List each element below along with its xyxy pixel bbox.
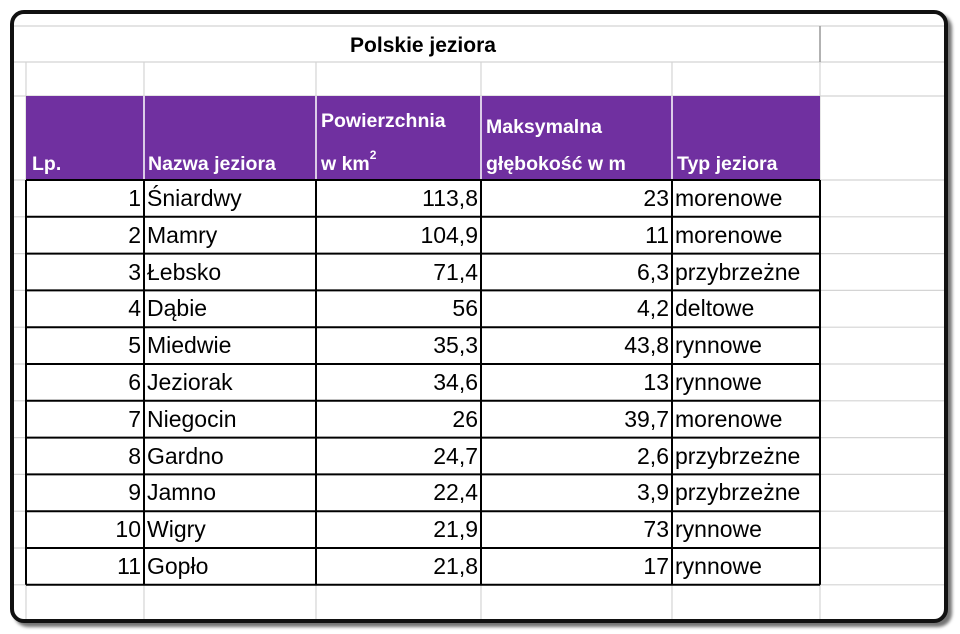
cell-name[interactable]: Jeziorak xyxy=(147,369,233,395)
cell-area[interactable]: 35,3 xyxy=(433,332,478,359)
cell-lp[interactable]: 9 xyxy=(128,479,141,506)
cell-area[interactable]: 34,6 xyxy=(433,369,478,395)
cell-lp[interactable]: 3 xyxy=(128,258,141,285)
cell-depth[interactable]: 11 xyxy=(645,221,669,248)
cell-area[interactable]: 104,9 xyxy=(420,221,478,248)
cell-lp[interactable]: 5 xyxy=(128,332,141,359)
cell-type[interactable]: rynnowe xyxy=(675,553,762,579)
cell-lp[interactable]: 11 xyxy=(117,553,141,579)
cell-type[interactable]: rynnowe xyxy=(675,332,762,359)
header-background xyxy=(26,96,820,180)
cell-name[interactable]: Gopło xyxy=(147,553,209,579)
cell-name[interactable]: Wigry xyxy=(147,516,206,543)
header-lp: Lp. xyxy=(32,153,62,175)
cell-name[interactable]: Niegocin xyxy=(147,405,237,432)
cell-depth[interactable]: 23 xyxy=(643,185,669,211)
cell-name[interactable]: Miedwie xyxy=(147,332,232,359)
cell-type[interactable]: morenowe xyxy=(675,221,783,248)
cell-area[interactable]: 26 xyxy=(452,405,478,432)
cell-lp[interactable]: 7 xyxy=(128,405,141,432)
cell-area[interactable]: 113,8 xyxy=(422,185,478,211)
cell-depth[interactable]: 39,7 xyxy=(624,405,669,432)
spreadsheet-grid xyxy=(14,25,944,619)
cell-type[interactable]: morenowe xyxy=(675,185,783,211)
header-depth-line2: głębokość w m xyxy=(486,153,626,175)
cell-area[interactable]: 71,4 xyxy=(433,258,478,285)
cell-name[interactable]: Śniardwy xyxy=(147,185,242,211)
cell-area[interactable]: 21,9 xyxy=(433,516,478,543)
cell-type[interactable]: deltowe xyxy=(675,295,755,322)
cell-lp[interactable]: 2 xyxy=(128,221,141,248)
header-type: Typ jeziora xyxy=(677,153,778,175)
cell-type[interactable]: rynnowe xyxy=(675,516,762,543)
header-name: Nazwa jeziora xyxy=(148,153,276,175)
cell-depth[interactable]: 13 xyxy=(643,369,669,395)
cell-type[interactable]: przybrzeżne xyxy=(675,479,801,506)
cell-type[interactable]: morenowe xyxy=(675,405,783,432)
cell-type[interactable]: przybrzeżne xyxy=(675,442,801,469)
cell-name[interactable]: Mamry xyxy=(147,221,218,248)
cell-name[interactable]: Jamno xyxy=(147,479,217,506)
cell-lp[interactable]: 1 xyxy=(128,185,141,211)
cell-name[interactable]: Łebsko xyxy=(147,258,222,285)
cell-depth[interactable]: 6,3 xyxy=(637,258,669,285)
spreadsheet-frame: Polskie jeziora Lp. Nazwa jeziora Powier… xyxy=(10,10,948,623)
cell-area[interactable]: 22,4 xyxy=(433,479,478,506)
header-depth-line1: Maksymalna xyxy=(486,116,602,138)
cell-name[interactable]: Dąbie xyxy=(147,295,208,322)
cell-type[interactable]: rynnowe xyxy=(675,369,762,395)
cell-type[interactable]: przybrzeżne xyxy=(675,258,801,285)
cell-lp[interactable]: 10 xyxy=(115,516,141,543)
table-title: Polskie jeziora xyxy=(350,34,496,57)
cell-lp[interactable]: 8 xyxy=(128,442,141,469)
cell-depth[interactable]: 73 xyxy=(643,516,669,543)
cell-depth[interactable]: 3,9 xyxy=(637,479,669,506)
cell-name[interactable]: Gardno xyxy=(147,442,224,469)
cell-lp[interactable]: 6 xyxy=(128,369,141,395)
header-area-line1: Powierzchnia xyxy=(321,110,446,132)
cell-depth[interactable]: 17 xyxy=(643,553,669,579)
cell-lp[interactable]: 4 xyxy=(128,295,141,322)
cell-depth[interactable]: 4,2 xyxy=(637,295,669,322)
cell-area[interactable]: 56 xyxy=(452,295,478,322)
header-area-line2: w km2 xyxy=(321,147,377,176)
cell-area[interactable]: 21,8 xyxy=(433,553,478,579)
cell-area[interactable]: 24,7 xyxy=(433,442,478,469)
cell-depth[interactable]: 2,6 xyxy=(637,442,669,469)
cell-depth[interactable]: 43,8 xyxy=(624,332,669,359)
